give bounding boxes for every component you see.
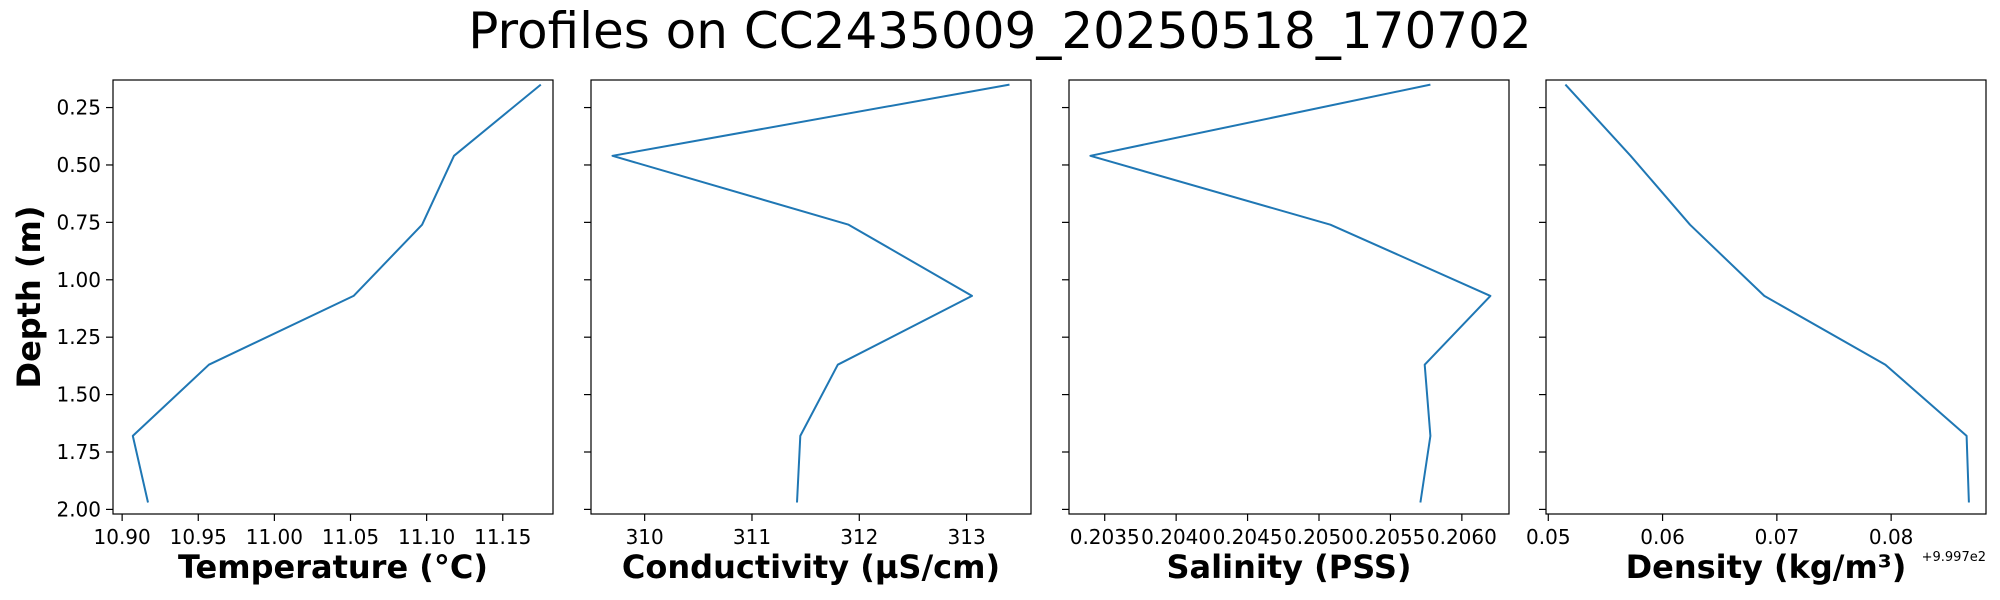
x-tick-label: 0.2060	[1427, 525, 1497, 549]
x-tick-label: 0.08	[1869, 525, 1914, 549]
series-line	[1089, 83, 1492, 503]
panel-1: 10.90 10.95 11.00 11.05 11.10 11.15 0.25 0.50 0.…	[10, 79, 554, 586]
y-tick-label: 0.25	[56, 96, 101, 120]
series-line	[1564, 83, 1970, 503]
series-line	[611, 83, 1010, 503]
x-tick-label: 0.2035	[1070, 525, 1140, 549]
plot-frame	[590, 79, 1032, 515]
y-tick-label: 1.75	[56, 440, 101, 464]
x-tick-label: 0.2050	[1284, 525, 1354, 549]
x-tick-label: 0.05	[1526, 525, 1571, 549]
x-tick-label: 0.2055	[1355, 525, 1425, 549]
x-tick-label: 310	[626, 525, 664, 549]
x-tick-label: 11.10	[398, 525, 455, 549]
panels: 10.90 10.95 11.00 11.05 11.10 11.15 0.25 0.50 0.…	[10, 79, 1987, 586]
x-axis-label: Density (kg/m³)	[1626, 548, 1907, 586]
x-tick-label: 11.15	[474, 525, 531, 549]
x-tick-label: 312	[840, 525, 878, 549]
y-tick-label: 1.50	[56, 383, 101, 407]
x-tick-label: 11.05	[322, 525, 379, 549]
plot-frame	[112, 79, 554, 515]
x-tick-label: 0.07	[1755, 525, 1800, 549]
x-tick-label: 10.90	[94, 525, 151, 549]
plot-frame	[1068, 79, 1510, 515]
x-tick-label: 311	[733, 525, 771, 549]
y-axis-label: Depth (m)	[10, 206, 48, 389]
plot-frame	[1545, 79, 1987, 515]
y-tick-label: 1.25	[56, 325, 101, 349]
series-line	[131, 83, 542, 503]
y-tick-label: 1.00	[56, 268, 101, 292]
x-offset-label: +9.997e2	[1922, 550, 1986, 565]
x-tick-label: 313	[948, 525, 986, 549]
y-tick-label: 0.75	[56, 210, 101, 234]
x-tick-label: 11.00	[246, 525, 303, 549]
y-tick-label: 0.50	[56, 153, 101, 177]
y-tick-label: 2.00	[56, 497, 101, 521]
x-tick-label: 0.2045	[1213, 525, 1283, 549]
x-axis-label: Salinity (PSS)	[1167, 548, 1412, 586]
x-axis-label: Temperature (°C)	[178, 548, 488, 586]
x-tick-label: 10.95	[170, 525, 227, 549]
x-tick-label: 0.06	[1640, 525, 1685, 549]
figure-title: Profiles on CC2435009_20250518_170702	[468, 2, 1531, 60]
x-axis-label: Conductivity (µS/cm)	[622, 548, 1000, 586]
x-tick-label: 0.2040	[1141, 525, 1211, 549]
panel-3: 0.2035 0.2040 0.2045 0.2050 0.2055 0.2060 Sali…	[1062, 79, 1510, 586]
